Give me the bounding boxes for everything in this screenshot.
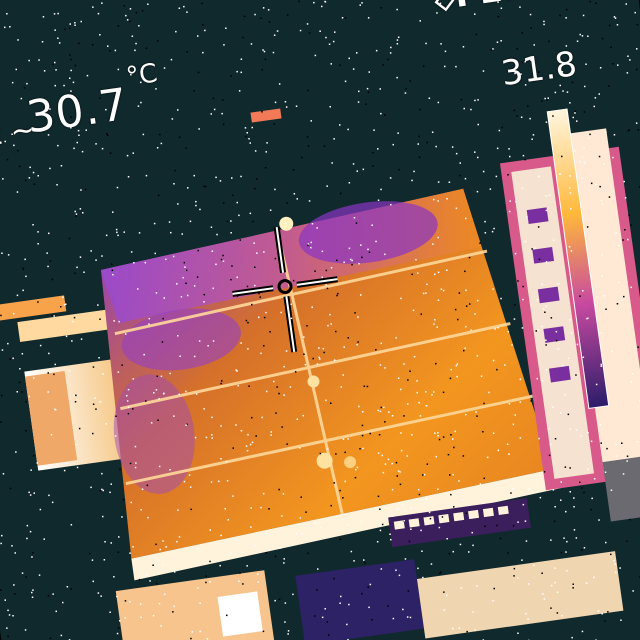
temperature-scale-bar — [546, 108, 610, 409]
temperature-unit: °C — [124, 58, 160, 93]
brand-name: FLIR — [452, 0, 544, 16]
scale-max-value: 31.8 — [498, 43, 580, 95]
left-beam — [0, 295, 67, 326]
lower-structures — [115, 551, 624, 640]
hot-spot-small — [250, 108, 282, 123]
spot-temperature-value: 30.7 — [23, 78, 132, 144]
roof-edge — [131, 469, 561, 581]
flir-logo-icon: ⬦FLIR — [432, 0, 544, 19]
crosshair-icon — [232, 226, 338, 353]
left-hot-block — [17, 309, 138, 471]
brand-mark-icon: ⬦ — [432, 0, 457, 17]
solar-panel-array — [100, 188, 554, 559]
